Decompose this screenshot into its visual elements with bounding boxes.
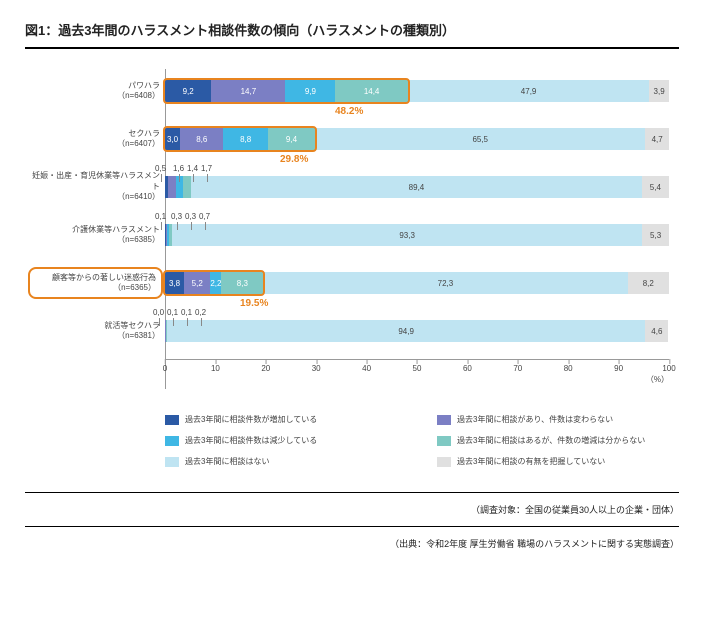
x-tick: 60 [463, 364, 472, 373]
bar-segment: 3,0 [165, 128, 180, 150]
value-label: 1,7 [201, 164, 212, 173]
bar-segment: 89,4 [191, 176, 642, 198]
callout-label: 19.5% [240, 298, 268, 309]
legend-swatch [437, 436, 451, 446]
value-label: 1,6 [173, 164, 184, 173]
bar-segment: 94,9 [167, 320, 645, 342]
x-tick: 30 [312, 364, 321, 373]
legend-label: 過去3年間に相談があり、件数は変わらない [457, 414, 613, 425]
legend-item: 過去3年間に相談があり、件数は変わらない [437, 414, 679, 425]
x-tick: 50 [413, 364, 422, 373]
value-label: 0,5 [155, 164, 166, 173]
bar-segment: 9,9 [285, 80, 335, 102]
legend: 過去3年間に相談件数が増加している過去3年間に相談があり、件数は変わらない過去3… [165, 414, 679, 467]
value-label: 0,3 [171, 212, 182, 221]
bar-segment: 72,3 [263, 272, 627, 294]
chart-row: 介護休業等ハラスメント（n=6385）93,35,30,10,30,30,7 [165, 223, 669, 247]
x-tick: 90 [614, 364, 623, 373]
value-label: 0,0 [153, 308, 164, 317]
chart-row: 妊娠・出産・育児休業等ハラスメント（n=6410）89,45,40,51,61,… [165, 175, 669, 199]
x-tick: 40 [362, 364, 371, 373]
x-tick: 100 [662, 364, 675, 373]
chart-row: セクハラ（n=6407）3,08,68,89,465,54,729.8% [165, 127, 669, 151]
legend-item: 過去3年間に相談件数が増加している [165, 414, 407, 425]
footnote-target: （調査対象：全国の従業員30人以上の企業・団体） [25, 492, 679, 526]
axis-unit: （%） [646, 374, 669, 385]
x-tick: 70 [513, 364, 522, 373]
bar-segment: 9,4 [268, 128, 315, 150]
callout-label: 29.8% [280, 154, 308, 165]
bar-segment: 8,3 [221, 272, 263, 294]
legend-swatch [165, 415, 179, 425]
bar-segment [168, 176, 176, 198]
legend-label: 過去3年間に相談件数は減少している [185, 435, 317, 446]
chart-row: パワハラ（n=6408）9,214,79,914,447,93,948.2% [165, 79, 669, 103]
x-tick: 20 [261, 364, 270, 373]
bar-segment: 3,8 [165, 272, 184, 294]
bar-segment: 5,4 [642, 176, 669, 198]
category-label: 顧客等からの著しい迷惑行為（n=6365） [28, 267, 163, 300]
category-label: セクハラ（n=6407） [30, 129, 165, 150]
bar-segment: 4,6 [645, 320, 668, 342]
x-tick: 0 [163, 364, 167, 373]
legend-label: 過去3年間に相談はない [185, 456, 269, 467]
stacked-bar: 94,94,60,00,10,10,2 [165, 320, 669, 342]
value-label: 0,7 [199, 212, 210, 221]
stacked-bar: 89,45,40,51,61,41,7 [165, 176, 669, 198]
bar-segment: 47,9 [408, 80, 649, 102]
bar-segment [183, 176, 192, 198]
category-label: パワハラ（n=6408） [30, 81, 165, 102]
chart-row: 就活等セクハラ（n=6381）94,94,60,00,10,10,2 [165, 319, 669, 343]
category-label: 介護休業等ハラスメント（n=6385） [30, 225, 165, 246]
category-label: 妊娠・出産・育児休業等ハラスメント（n=6410） [30, 171, 165, 202]
legend-swatch [165, 436, 179, 446]
value-label: 0,2 [195, 308, 206, 317]
value-label: 0,3 [185, 212, 196, 221]
bar-segment: 8,6 [180, 128, 223, 150]
legend-item: 過去3年間に相談件数は減少している [165, 435, 407, 446]
bar-segment: 14,7 [211, 80, 285, 102]
x-axis: （%） 0102030405060708090100 [165, 359, 669, 389]
bar-segment: 3,9 [649, 80, 669, 102]
footnote-source: （出典：令和2年度 厚生労働省 職場のハラスメントに関する実態調査） [25, 526, 679, 560]
legend-swatch [165, 457, 179, 467]
legend-label: 過去3年間に相談の有無を把握していない [457, 456, 605, 467]
value-label: 0,1 [181, 308, 192, 317]
stacked-bar: 3,85,22,28,372,38,219.5% [165, 272, 669, 294]
value-label: 0,1 [155, 212, 166, 221]
bar-segment: 5,3 [642, 224, 669, 246]
category-label: 就活等セクハラ（n=6381） [30, 321, 165, 342]
legend-item: 過去3年間に相談の有無を把握していない [437, 456, 679, 467]
stacked-bar: 9,214,79,914,447,93,948.2% [165, 80, 669, 102]
stacked-bar: 3,08,68,89,465,54,729.8% [165, 128, 669, 150]
bar-segment: 4,7 [645, 128, 669, 150]
x-tick: 80 [564, 364, 573, 373]
bar-segment: 14,4 [335, 80, 408, 102]
chart-title: 図1：過去3年間のハラスメント相談件数の傾向（ハラスメントの種類別） [25, 20, 679, 49]
bar-segment [176, 176, 183, 198]
bar-segment: 93,3 [172, 224, 642, 246]
bar-segment: 8,8 [223, 128, 267, 150]
legend-swatch [437, 457, 451, 467]
bar-segment: 5,2 [184, 272, 210, 294]
value-label: 1,4 [187, 164, 198, 173]
bar-segment: 9,2 [165, 80, 211, 102]
legend-item: 過去3年間に相談はない [165, 456, 407, 467]
legend-swatch [437, 415, 451, 425]
stacked-bar: 93,35,30,10,30,30,7 [165, 224, 669, 246]
bar-segment: 65,5 [315, 128, 645, 150]
callout-label: 48.2% [335, 106, 363, 117]
bar-segment: 2,2 [210, 272, 221, 294]
legend-label: 過去3年間に相談はあるが、件数の増減は分からない [457, 435, 645, 446]
chart-area: パワハラ（n=6408）9,214,79,914,447,93,948.2% セク… [165, 79, 669, 389]
bar-segment: 8,2 [628, 272, 669, 294]
x-tick: 10 [211, 364, 220, 373]
value-label: 0,1 [167, 308, 178, 317]
legend-item: 過去3年間に相談はあるが、件数の増減は分からない [437, 435, 679, 446]
legend-label: 過去3年間に相談件数が増加している [185, 414, 317, 425]
chart-row: 顧客等からの著しい迷惑行為（n=6365）3,85,22,28,372,38,2… [165, 271, 669, 295]
